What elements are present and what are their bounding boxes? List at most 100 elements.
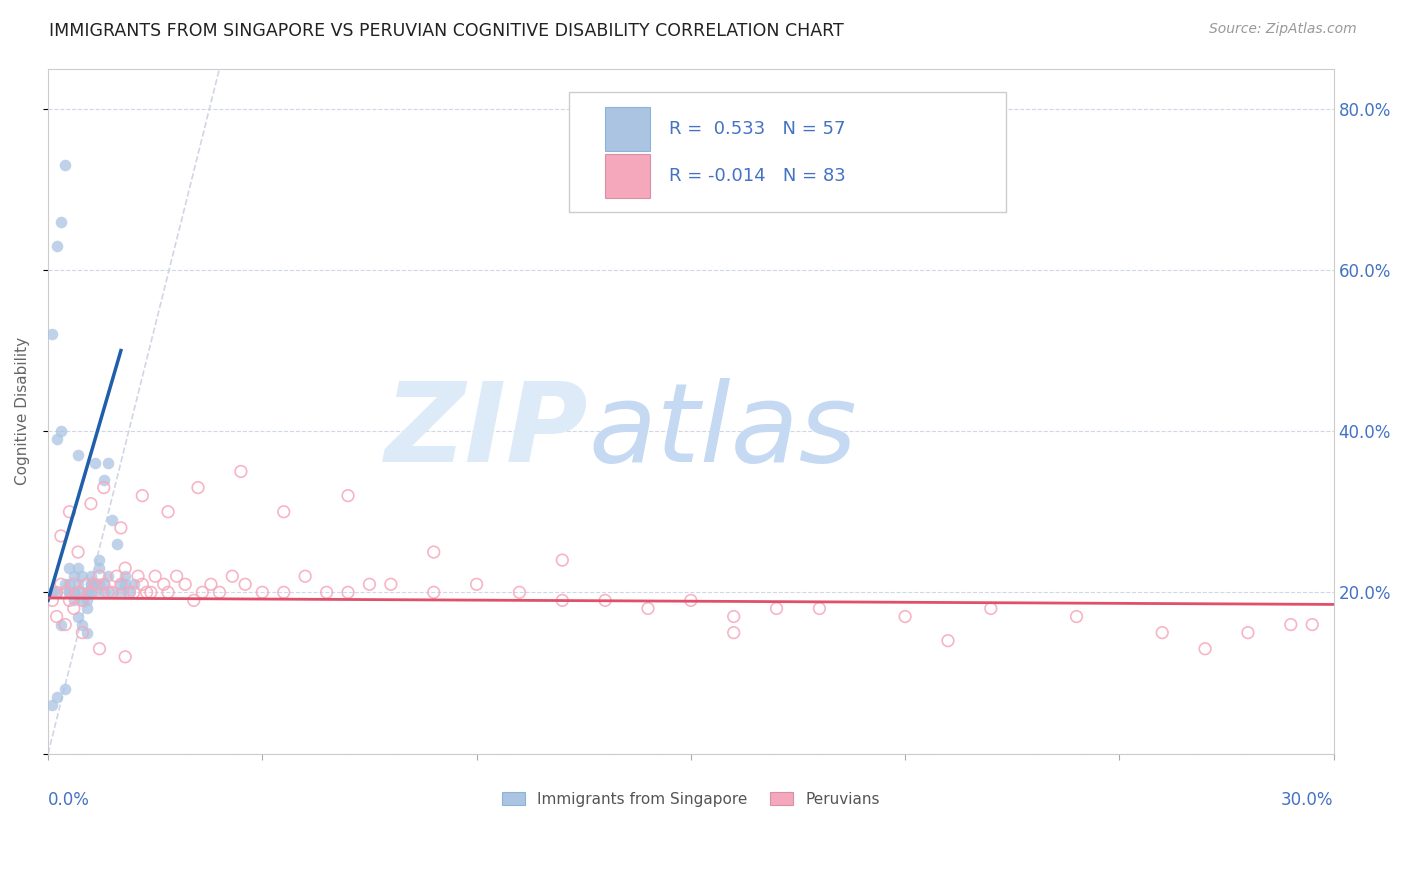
Point: [273, 505, 295, 519]
Point: [67, 585, 90, 599]
Point: [76, 625, 98, 640]
Point: [139, 585, 162, 599]
Point: [157, 585, 180, 599]
Point: [41, 698, 63, 713]
Point: [808, 601, 831, 615]
Point: [80, 585, 103, 599]
Point: [80, 569, 103, 583]
Point: [114, 569, 136, 583]
Point: [723, 625, 745, 640]
FancyBboxPatch shape: [568, 93, 1005, 212]
Point: [93, 577, 115, 591]
FancyBboxPatch shape: [605, 153, 650, 198]
Point: [765, 601, 787, 615]
Point: [110, 577, 132, 591]
Point: [80, 497, 103, 511]
Text: IMMIGRANTS FROM SINGAPORE VS PERUVIAN COGNITIVE DISABILITY CORRELATION CHART: IMMIGRANTS FROM SINGAPORE VS PERUVIAN CO…: [49, 22, 844, 40]
Point: [936, 633, 959, 648]
Point: [89, 641, 111, 656]
Point: [131, 577, 153, 591]
Text: ZIP: ZIP: [384, 378, 588, 485]
Point: [72, 585, 94, 599]
Point: [465, 577, 488, 591]
Point: [233, 577, 256, 591]
Point: [89, 553, 111, 567]
Point: [72, 593, 94, 607]
Text: atlas: atlas: [588, 378, 856, 485]
Text: 30.0%: 30.0%: [1281, 791, 1334, 809]
Point: [49, 529, 72, 543]
Point: [49, 577, 72, 591]
Point: [72, 569, 94, 583]
Point: [166, 569, 188, 583]
Point: [45, 239, 67, 253]
Point: [84, 577, 107, 591]
Point: [122, 577, 145, 591]
Point: [93, 473, 115, 487]
Point: [337, 585, 360, 599]
Y-axis label: Cognitive Disability: Cognitive Disability: [15, 337, 30, 485]
Point: [76, 593, 98, 607]
Point: [1152, 625, 1174, 640]
Point: [1301, 617, 1323, 632]
Point: [551, 593, 574, 607]
FancyBboxPatch shape: [605, 107, 650, 152]
Point: [1066, 609, 1088, 624]
Point: [58, 593, 80, 607]
Point: [80, 577, 103, 591]
Point: [152, 577, 174, 591]
Point: [980, 601, 1002, 615]
Point: [89, 561, 111, 575]
Point: [273, 585, 295, 599]
Point: [97, 457, 120, 471]
Point: [80, 577, 103, 591]
Point: [93, 585, 115, 599]
Point: [114, 561, 136, 575]
Point: [41, 593, 63, 607]
Point: [110, 585, 132, 599]
Point: [135, 585, 157, 599]
Point: [593, 593, 616, 607]
Point: [62, 585, 84, 599]
Point: [62, 593, 84, 607]
Point: [422, 585, 444, 599]
Point: [67, 561, 90, 575]
Point: [637, 601, 659, 615]
Point: [551, 553, 574, 567]
Point: [723, 609, 745, 624]
Point: [80, 585, 103, 599]
Point: [58, 585, 80, 599]
Point: [114, 649, 136, 664]
Point: [53, 158, 76, 172]
Point: [45, 690, 67, 705]
Point: [1194, 641, 1216, 656]
Point: [294, 569, 316, 583]
Point: [208, 585, 231, 599]
Point: [101, 513, 124, 527]
Point: [110, 577, 132, 591]
Point: [359, 577, 381, 591]
Point: [45, 432, 67, 446]
Point: [93, 577, 115, 591]
Point: [1279, 617, 1302, 632]
Point: [131, 489, 153, 503]
Point: [93, 481, 115, 495]
Text: 0.0%: 0.0%: [48, 791, 90, 809]
Point: [53, 585, 76, 599]
Point: [97, 569, 120, 583]
Point: [221, 569, 243, 583]
Point: [58, 505, 80, 519]
Point: [122, 585, 145, 599]
Point: [84, 577, 107, 591]
Point: [1237, 625, 1260, 640]
Point: [252, 585, 274, 599]
Point: [41, 327, 63, 342]
Point: [72, 625, 94, 640]
Point: [191, 585, 214, 599]
Point: [229, 465, 252, 479]
Point: [101, 585, 124, 599]
Point: [53, 681, 76, 696]
Point: [53, 617, 76, 632]
Point: [84, 457, 107, 471]
Point: [380, 577, 402, 591]
